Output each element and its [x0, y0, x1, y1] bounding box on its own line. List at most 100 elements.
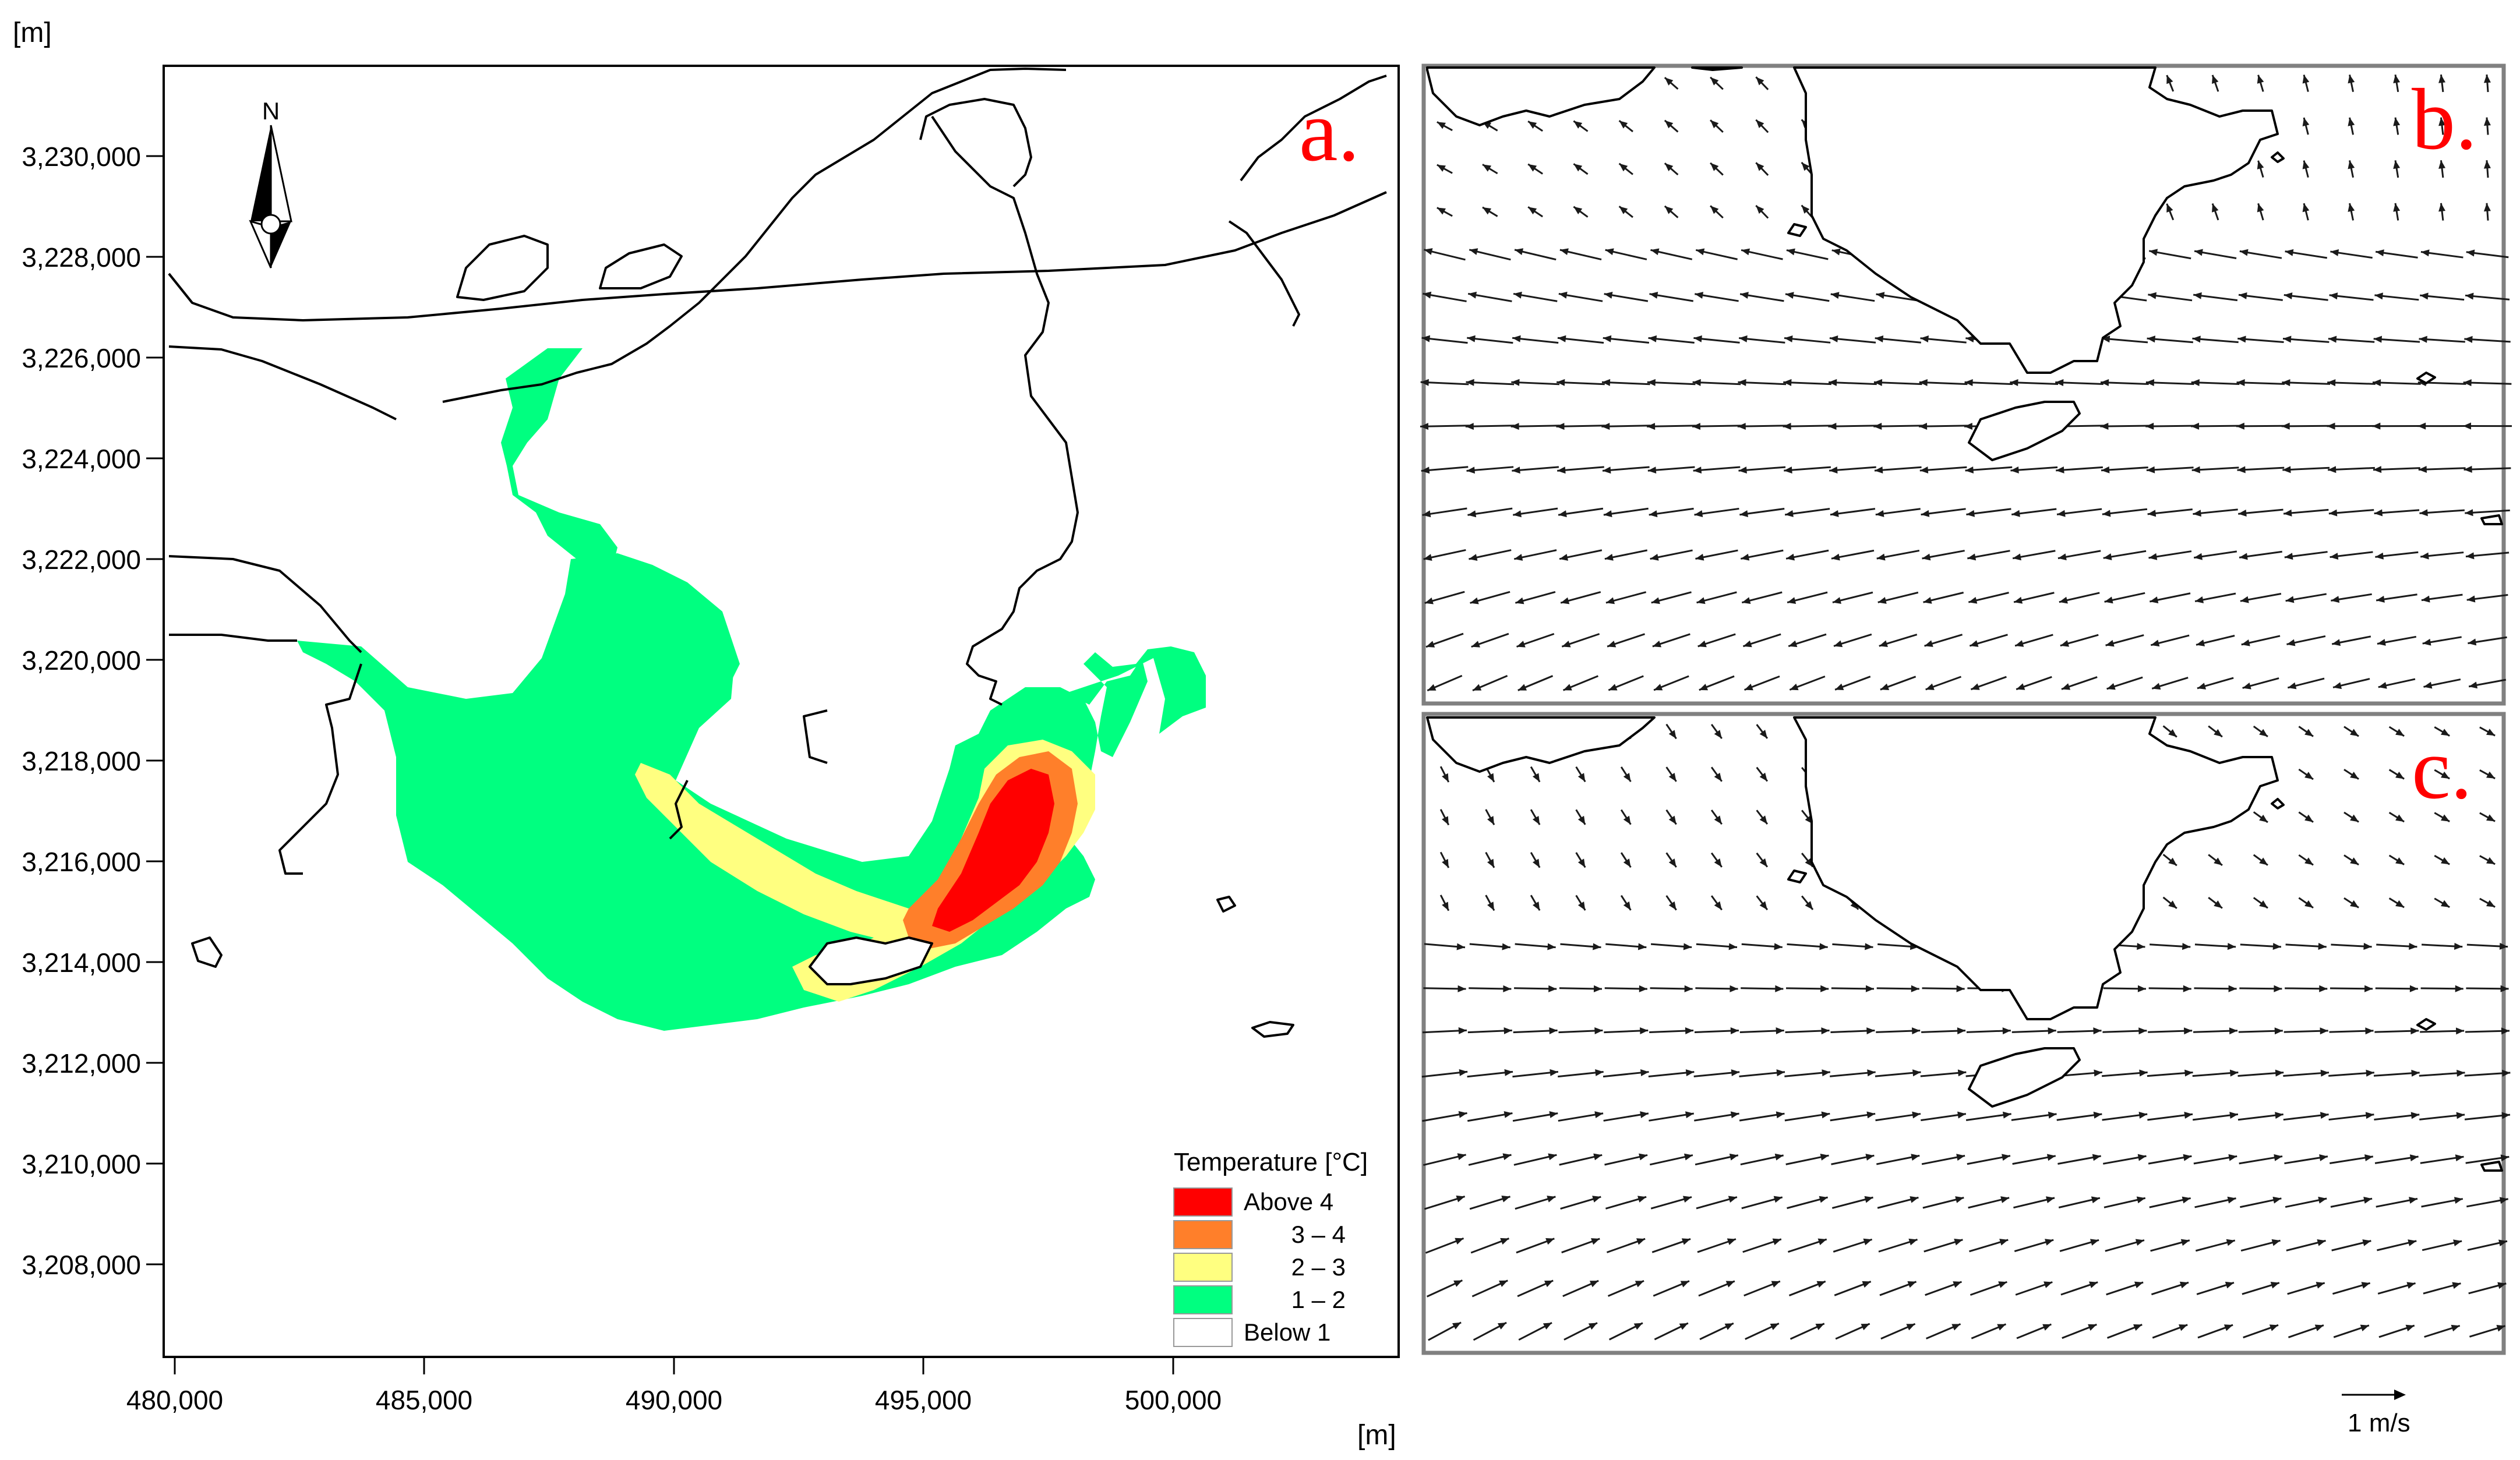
velocity-vector-icon [1650, 1196, 1692, 1210]
velocity-vector-icon [2377, 1282, 2416, 1295]
velocity-vector-icon [1423, 985, 1466, 992]
velocity-vector-icon [1649, 1111, 1695, 1122]
velocity-vector-icon [1601, 423, 1651, 430]
velocity-vector-icon [2105, 1239, 2145, 1252]
velocity-vector-icon [2373, 466, 2420, 473]
velocity-vector-icon [1873, 379, 1922, 386]
velocity-vector-icon [2327, 422, 2376, 430]
velocity-vector-icon [2419, 509, 2465, 517]
velocity-vector-icon [1876, 1154, 1920, 1165]
velocity-vector-icon [1801, 895, 1814, 910]
velocity-vector-icon [1828, 423, 1877, 430]
velocity-vector-icon [2240, 1239, 2281, 1252]
velocity-vector-icon [1517, 675, 1554, 691]
velocity-vector-icon [1466, 379, 1515, 386]
velocity-vector-icon [2376, 942, 2417, 950]
velocity-vector-icon [1469, 1196, 1510, 1210]
velocity-vector-icon [1922, 550, 1965, 561]
velocity-vector-icon [2388, 811, 2405, 823]
velocity-vector-icon [1467, 507, 1513, 518]
velocity-vector-icon [1473, 1321, 1507, 1341]
velocity-vector-icon [1513, 1027, 1558, 1034]
velocity-vector-icon [1563, 1322, 1598, 1341]
velocity-vector-icon [1608, 1322, 1643, 1341]
velocity-vector-icon [1966, 508, 2011, 517]
velocity-vector-icon [1919, 466, 1967, 474]
velocity-vector-icon [1692, 423, 1741, 430]
velocity-vector-icon [2393, 74, 2401, 93]
velocity-vector-icon [1834, 1281, 1872, 1296]
velocity-vector-icon [1878, 1238, 1918, 1253]
velocity-vector-icon [1665, 809, 1677, 825]
velocity-vector-icon [1786, 985, 1829, 992]
velocity-vector-icon [2377, 635, 2417, 646]
panel-label-c: c. [2412, 720, 2472, 817]
velocity-vector-icon [1422, 507, 1467, 518]
velocity-vector-icon [2147, 508, 2193, 517]
velocity-vector-icon [1784, 335, 1831, 344]
velocity-vector-icon [1559, 549, 1603, 561]
velocity-vector-icon [2239, 1154, 2283, 1165]
velocity-vector-icon [1558, 1111, 1604, 1122]
velocity-vector-icon [2466, 1197, 2508, 1208]
velocity-vector-icon [2240, 593, 2282, 603]
velocity-vector-icon [1784, 508, 1830, 517]
velocity-vector-icon [2463, 465, 2511, 473]
velocity-vector-icon [2348, 203, 2355, 221]
velocity-vector-icon [2146, 466, 2194, 473]
velocity-vector-icon [1831, 985, 1875, 992]
velocity-vector-icon [1694, 1111, 1739, 1122]
velocity-vector-icon [2150, 1239, 2190, 1252]
velocity-vector-icon [1607, 1280, 1644, 1297]
velocity-vector-icon [2420, 552, 2464, 560]
velocity-vector-icon [2150, 634, 2190, 647]
velocity-vector-icon [1513, 1153, 1557, 1166]
velocity-vector-icon [1756, 724, 1769, 739]
velocity-vector-icon [1557, 379, 1605, 386]
velocity-vector-icon [1969, 634, 2008, 647]
velocity-vector-icon [1561, 633, 1600, 648]
velocity-vector-icon [1786, 248, 1829, 260]
velocity-vector-icon [1558, 1069, 1604, 1078]
velocity-vector-icon [1832, 943, 1873, 950]
velocity-vector-icon [1874, 466, 1922, 474]
velocity-vector-icon [2479, 897, 2496, 908]
velocity-vector-icon [2104, 592, 2145, 604]
velocity-vector-icon [2211, 203, 2219, 221]
velocity-vector-icon [2237, 335, 2284, 343]
velocity-vector-icon [1512, 466, 1559, 474]
velocity-vector-icon [2434, 769, 2450, 780]
velocity-vector-icon [1969, 1239, 2009, 1253]
velocity-vector-icon [2148, 1154, 2192, 1165]
velocity-vector-icon [1923, 1239, 1963, 1253]
velocity-vector-icon [2328, 335, 2375, 343]
velocity-vector-icon [2191, 422, 2240, 430]
velocity-vector-icon [1511, 379, 1560, 386]
velocity-vector-icon [1647, 423, 1696, 430]
y-axis-ticks [146, 155, 164, 1265]
velocity-vector-icon [1559, 985, 1603, 992]
velocity-vector-icon [2373, 335, 2420, 343]
velocity-vector-icon [1693, 335, 1740, 344]
velocity-vector-icon [2388, 726, 2405, 737]
velocity-vector-icon [2302, 160, 2310, 178]
velocity-field-c [1421, 723, 2511, 1341]
velocity-scale: 1 m/s [2342, 1390, 2410, 1437]
velocity-vector-icon [2194, 985, 2237, 992]
velocity-vector-icon [2056, 1111, 2102, 1121]
velocity-vector-icon [1649, 292, 1694, 302]
velocity-vector-icon [2055, 379, 2103, 386]
velocity-vector-icon [2419, 1069, 2465, 1077]
velocity-vector-icon [2162, 854, 2177, 867]
velocity-vector-icon [1875, 508, 1921, 517]
velocity-vector-icon [1650, 248, 1693, 260]
velocity-vector-icon [1648, 335, 1695, 344]
velocity-vector-icon [1968, 592, 2009, 604]
panel-a-frame [163, 65, 1400, 1358]
velocity-vector-icon [2483, 203, 2491, 221]
velocity-vector-icon [2151, 677, 2189, 690]
velocity-vector-icon [2060, 634, 2099, 647]
velocity-vector-icon [2420, 292, 2465, 301]
panel-c: c. [1421, 712, 2511, 1355]
